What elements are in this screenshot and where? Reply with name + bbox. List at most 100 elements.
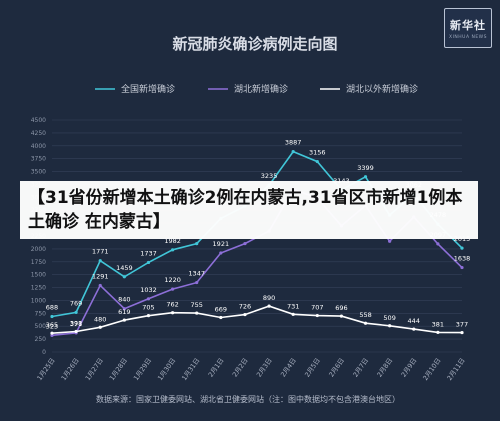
data-point (388, 239, 392, 243)
chart-series-lines (50, 150, 464, 337)
x-tick-label: 1月27日 (84, 357, 105, 382)
xinhua-logo: 新华社 XINHUA NEWS (444, 8, 492, 48)
data-label: 731 (287, 302, 299, 310)
data-label: 398 (70, 319, 82, 327)
data-label: 1220 (164, 276, 181, 284)
x-tick-label: 2月9日 (400, 357, 419, 379)
data-label: 707 (311, 304, 323, 312)
data-point (146, 297, 151, 301)
legend-label: 湖北新增确诊 (234, 83, 288, 95)
legend-item: 全国新增确诊 (95, 83, 175, 95)
data-label: 444 (408, 317, 420, 325)
y-tick-label: 1250 (31, 285, 46, 292)
data-point (460, 330, 464, 335)
data-label: 1921 (213, 240, 230, 248)
data-point (146, 260, 151, 265)
data-point (315, 159, 319, 164)
y-tick-label: 1500 (31, 272, 46, 279)
legend-item: 湖北以外新增确诊 (320, 83, 418, 95)
data-point (219, 251, 223, 255)
x-tick-label: 1月31日 (180, 357, 201, 382)
data-label: 3887 (285, 139, 302, 147)
y-tick-label: 4250 (31, 130, 46, 137)
data-point (170, 287, 175, 291)
data-point (363, 321, 368, 325)
x-tick-label: 2月8日 (376, 357, 395, 379)
data-label: 3156 (309, 149, 326, 157)
data-label: 1737 (140, 249, 157, 257)
headline-banner: 【31省份新增本土确诊2例在内蒙古,31省区市新增1例本土确诊 在内蒙古】 (20, 181, 478, 239)
data-label: 669 (215, 306, 227, 314)
data-point (195, 311, 199, 315)
x-tick-label: 1月28日 (108, 357, 129, 382)
x-tick-label: 2月1日 (207, 357, 226, 379)
x-tick-label: 2月2日 (231, 357, 250, 379)
data-point (170, 248, 175, 252)
data-label: 480 (94, 315, 106, 323)
legend-label: 湖北以外新增确诊 (346, 83, 418, 95)
data-point (50, 314, 54, 319)
data-point (315, 313, 319, 318)
data-label: 726 (239, 303, 251, 311)
data-label: 705 (142, 304, 154, 312)
data-label: 769 (70, 299, 82, 307)
logo-sub-text: XINHUA NEWS (449, 34, 487, 40)
data-label: 371 (70, 320, 82, 328)
data-label: 890 (263, 294, 275, 302)
data-point (122, 275, 126, 279)
y-tick-label: 1750 (31, 259, 46, 266)
data-label: 1032 (140, 286, 157, 294)
data-point (243, 241, 247, 246)
data-point (291, 312, 295, 316)
y-tick-label: 3750 (31, 156, 46, 163)
data-point (219, 315, 223, 320)
x-tick-label: 2月5日 (303, 357, 322, 379)
data-point (436, 242, 440, 246)
y-tick-label: 250 (35, 336, 47, 343)
data-point (98, 283, 102, 288)
data-label: 509 (383, 314, 395, 322)
data-label: 696 (335, 304, 347, 312)
data-point (146, 314, 151, 318)
data-point (195, 280, 199, 285)
x-tick-label: 1月29日 (132, 357, 153, 382)
data-label: 840 (118, 296, 130, 304)
y-tick-label: 1000 (31, 297, 46, 304)
data-point (122, 307, 126, 311)
data-label: 1982 (164, 237, 181, 245)
x-tick-label: 1月30日 (156, 357, 177, 382)
data-label: 1771 (92, 248, 109, 256)
x-tick-label: 2月10日 (421, 357, 442, 382)
data-point (291, 150, 295, 154)
x-tick-label: 2月7日 (351, 357, 370, 379)
data-point (460, 265, 464, 270)
data-point (412, 327, 416, 331)
chart-title: 新冠肺炎确诊病例走向图 (172, 35, 337, 53)
data-label: 377 (456, 321, 468, 329)
x-tick-label: 2月6日 (327, 357, 346, 379)
x-tick-label: 2月3日 (255, 357, 274, 379)
x-axis: 1月25日 1月26日 1月27日 1月28日 1月29日 1月30日 1月31日 2月1日 2… (36, 357, 467, 382)
data-label: 323 (46, 322, 58, 330)
data-point (243, 312, 247, 317)
data-label: 1638 (454, 255, 471, 263)
data-label: 619 (118, 308, 130, 316)
data-label: 1347 (188, 270, 205, 278)
chart-legend: 全国新增确诊 湖北新增确诊 湖北以外新增确诊 (95, 83, 418, 95)
legend-label: 全国新增确诊 (121, 83, 175, 95)
data-point (436, 330, 440, 334)
logo-main-text: 新华社 (450, 18, 486, 32)
y-tick-label: 3500 (31, 169, 46, 176)
data-point (170, 311, 175, 315)
data-point (50, 331, 54, 335)
data-label: 3399 (357, 164, 374, 172)
data-point (339, 314, 344, 318)
y-tick-label: 4500 (31, 117, 46, 124)
data-label: 755 (190, 301, 202, 309)
y-tick-label: 500 (35, 323, 47, 330)
x-tick-label: 2月4日 (279, 357, 298, 379)
data-point (98, 325, 102, 329)
data-point (195, 242, 199, 246)
data-label: 688 (46, 304, 58, 312)
data-point (74, 310, 78, 314)
